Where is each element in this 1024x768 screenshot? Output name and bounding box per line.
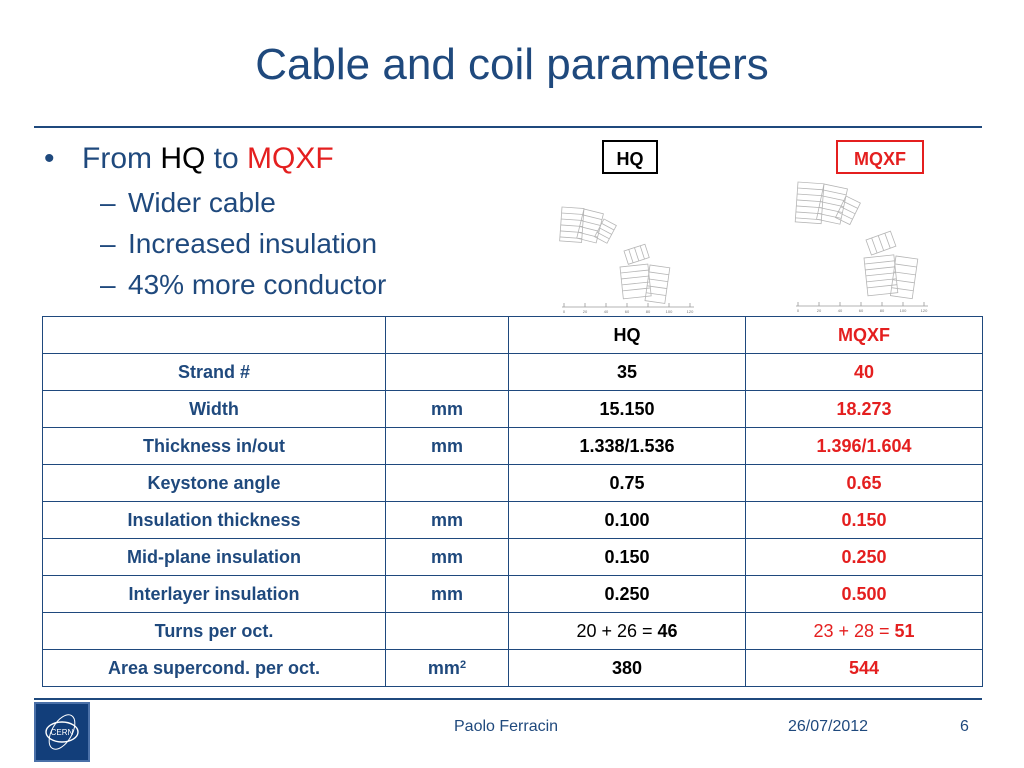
bullet-mqxf: MQXF — [247, 142, 334, 175]
table-row: Turns per oct. 20 + 26 = 46 23 + 28 = 51 — [42, 612, 983, 650]
mqxf-turns-sum: 23 + 28 = — [813, 620, 895, 641]
param-name: Keystone angle — [42, 464, 386, 502]
cern-logo-icon: CERN — [45, 714, 79, 750]
param-unit: mm — [385, 575, 509, 613]
mqxf-value: 1.396/1.604 — [745, 427, 983, 465]
hq-axis-tick: 20 — [583, 309, 588, 314]
param-name: Interlayer insulation — [42, 575, 386, 613]
footer-author: Paolo Ferracin — [454, 718, 559, 735]
unit-superscript: 2 — [459, 658, 467, 671]
table-row: Strand # 35 40 — [42, 353, 983, 391]
header-mqxf-cell: MQXF — [745, 316, 983, 354]
sub-bullet-text: Wider cable — [128, 187, 276, 218]
mqxf-value: 18.273 — [745, 390, 983, 428]
param-unit: mm2 — [385, 649, 509, 687]
mqxf-value: 0.65 — [745, 464, 983, 502]
header-hq-cell: HQ — [508, 316, 746, 354]
param-name: Area supercond. per oct. — [42, 649, 386, 687]
table-header-row: HQ MQXF — [42, 316, 983, 354]
table-row: Insulation thickness mm 0.100 0.150 — [42, 501, 983, 539]
param-unit — [385, 612, 509, 650]
unit-base: mm — [427, 657, 460, 678]
table-row: Area supercond. per oct. mm2 380 544 — [42, 649, 983, 687]
param-unit — [385, 353, 509, 391]
hq-value: 35 — [508, 353, 746, 391]
mqxf-value: 0.500 — [745, 575, 983, 613]
param-name: Turns per oct. — [42, 612, 386, 650]
hq-axis-tick: 120 — [687, 309, 694, 314]
hq-value: 380 — [508, 649, 746, 687]
bullet-hq: HQ — [160, 142, 206, 175]
param-unit: mm — [385, 390, 509, 428]
bullet-mid: to — [205, 142, 248, 175]
mqxf-axis-tick: 0 — [797, 308, 800, 313]
mqxf-label-box: MQXF — [836, 140, 924, 174]
mqxf-value: 544 — [745, 649, 983, 687]
hq-axis-tick: 60 — [625, 309, 630, 314]
main-bullet: • From HQ to MQXF — [44, 136, 386, 182]
param-unit: mm — [385, 501, 509, 539]
sub-bullet: –43% more conductor — [100, 269, 387, 300]
mqxf-value: 0.250 — [745, 538, 983, 576]
hq-value: 0.75 — [508, 464, 746, 502]
param-name: Thickness in/out — [42, 427, 386, 465]
hq-value: 15.150 — [508, 390, 746, 428]
table-row: Interlayer insulation mm 0.250 0.500 — [42, 575, 983, 613]
mqxf-value: 0.150 — [745, 501, 983, 539]
param-unit: mm — [385, 427, 509, 465]
mqxf-axis-tick: 40 — [838, 308, 843, 313]
mqxf-axis-tick: 100 — [900, 308, 907, 313]
mqxf-axis-tick: 120 — [921, 308, 928, 313]
mqxf-axis-tick: 80 — [880, 308, 885, 313]
hq-value: 1.338/1.536 — [508, 427, 746, 465]
bullet-prefix: From — [82, 142, 161, 175]
header-unit-cell — [385, 316, 509, 354]
hq-turns-total: 46 — [657, 620, 678, 641]
param-unit — [385, 464, 509, 502]
sub-bullet-text: Increased insulation — [128, 228, 378, 259]
page-number: 6 — [960, 718, 969, 735]
param-name: Strand # — [42, 353, 386, 391]
param-name: Width — [42, 390, 386, 428]
hq-axis-tick: 40 — [604, 309, 609, 314]
hq-value: 20 + 26 = 46 — [508, 612, 746, 650]
hq-axis-tick: 0 — [563, 309, 566, 314]
table-row: Width mm 15.150 18.273 — [42, 390, 983, 428]
cern-logo: CERN — [34, 702, 90, 762]
svg-text:CERN: CERN — [51, 728, 74, 737]
header-name-cell — [42, 316, 386, 354]
param-name: Insulation thickness — [42, 501, 386, 539]
mqxf-value: 23 + 28 = 51 — [745, 612, 983, 650]
table-row: Mid-plane insulation mm 0.150 0.250 — [42, 538, 983, 576]
hq-value: 0.150 — [508, 538, 746, 576]
hq-coil-cross-section: 0 20 40 60 80 100 120 — [559, 206, 694, 314]
mqxf-turns-total: 51 — [894, 620, 915, 641]
hq-axis-tick: 100 — [666, 309, 673, 314]
hq-value: 0.250 — [508, 575, 746, 613]
param-name: Mid-plane insulation — [42, 538, 386, 576]
hq-label-box: HQ — [602, 140, 658, 174]
footer-date: 26/07/2012 — [788, 718, 869, 735]
slide-title: Cable and coil parameters — [255, 40, 769, 89]
hq-value: 0.100 — [508, 501, 746, 539]
table-row: Keystone angle 0.75 0.65 — [42, 464, 983, 502]
mqxf-value: 40 — [745, 353, 983, 391]
hq-axis-tick: 80 — [646, 309, 651, 314]
mqxf-axis-tick: 20 — [817, 308, 822, 313]
bullet-dot: • — [44, 142, 55, 175]
bullet-list: • From HQ to MQXF – Wider cable – Increased… — [44, 136, 386, 305]
sub-bullet-text: 43% more conductor — [128, 269, 387, 300]
sub-bullet: – Increased insulation — [100, 228, 378, 259]
param-unit: mm — [385, 538, 509, 576]
parameters-table: HQ MQXF Strand # 35 40 Width mm 15.150 1… — [42, 316, 983, 687]
table-row: Thickness in/out mm 1.338/1.536 1.396/1.… — [42, 427, 983, 465]
title-divider — [34, 126, 982, 128]
hq-turns-sum: 20 + 26 = — [576, 620, 658, 641]
mqxf-axis-tick: 60 — [859, 308, 864, 313]
footer-divider — [34, 698, 982, 700]
mqxf-coil-cross-section: 0 20 40 60 80 100 120 — [794, 181, 928, 313]
sub-bullet: – Wider cable — [100, 187, 276, 218]
